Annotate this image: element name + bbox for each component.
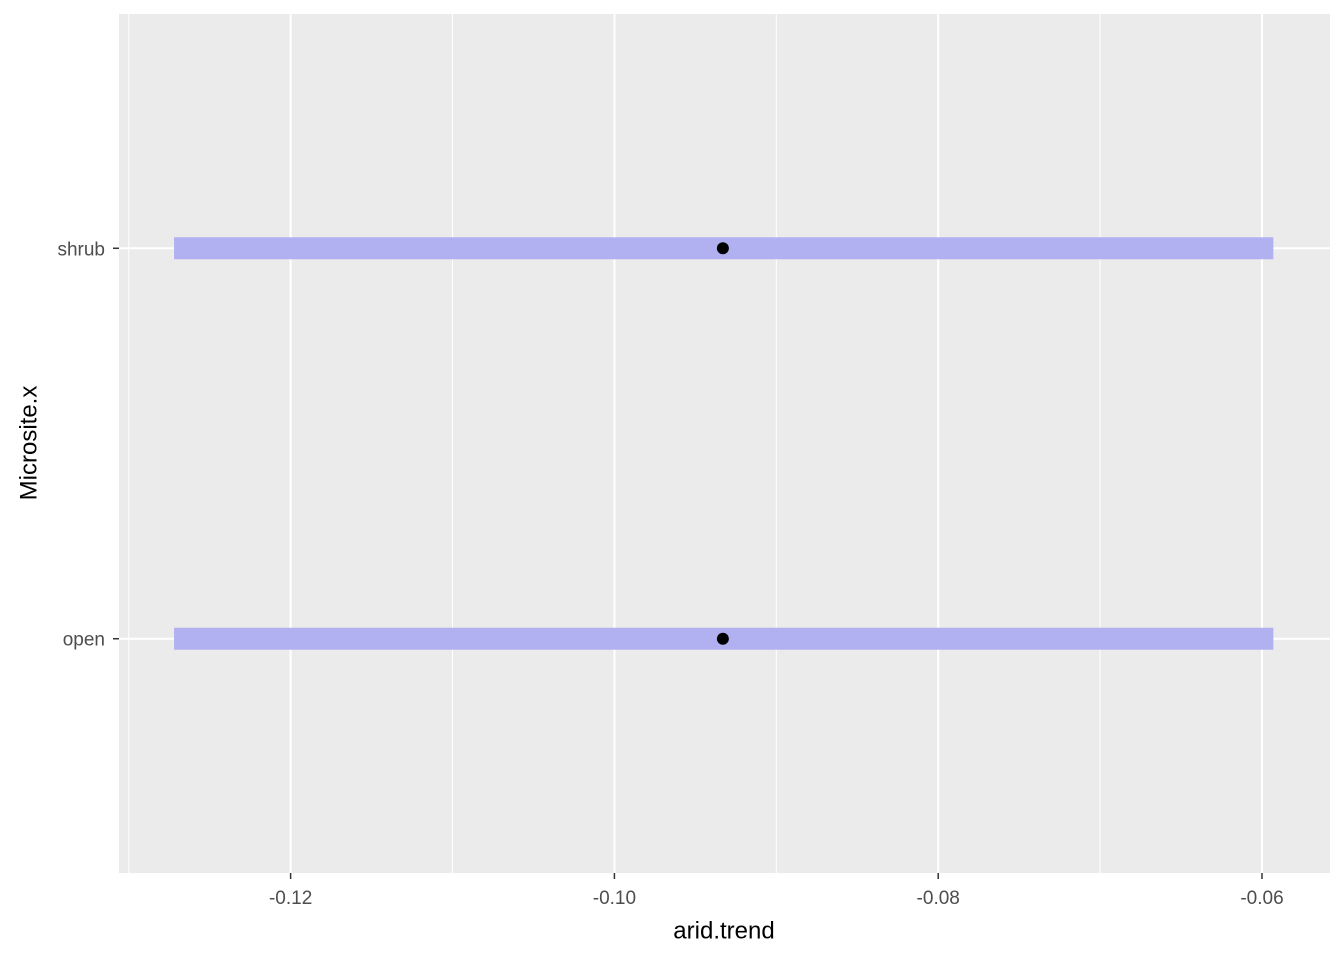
x-tick-label: -0.06 bbox=[1240, 888, 1283, 909]
x-axis-label: arid.trend bbox=[673, 917, 774, 944]
x-tick-label: -0.12 bbox=[269, 888, 312, 909]
y-tick-label: open bbox=[63, 630, 105, 651]
point bbox=[716, 242, 729, 255]
y-axis-label: Microsite.x bbox=[15, 386, 42, 501]
point bbox=[716, 632, 729, 645]
x-tick-label: -0.10 bbox=[593, 888, 636, 909]
panel bbox=[119, 14, 1330, 873]
x-tick-label: -0.08 bbox=[917, 888, 960, 909]
y-tick-label: shrub bbox=[57, 239, 105, 260]
